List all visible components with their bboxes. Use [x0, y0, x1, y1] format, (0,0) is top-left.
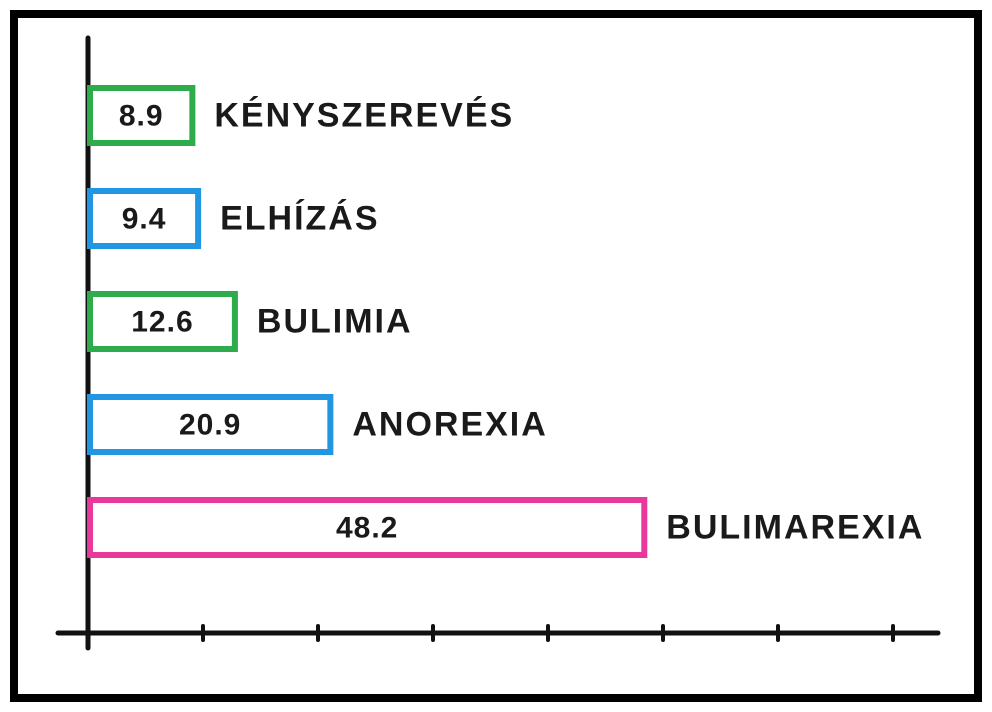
- bar-value: 8.9: [119, 99, 164, 132]
- bar-value: 20.9: [179, 408, 241, 441]
- bar-value: 48.2: [336, 511, 398, 544]
- bar-chart: 8.9 KÉNYSZEREVÉS 9.4 ELHÍZÁS 12.6 BULIMIA 20.9…: [18, 18, 974, 694]
- bar-label: KÉNYSZEREVÉS: [214, 96, 514, 134]
- bars-group: 8.9 KÉNYSZEREVÉS 9.4 ELHÍZÁS 12.6 BULIMIA 20.9…: [90, 88, 924, 555]
- chart-frame: 8.9 KÉNYSZEREVÉS 9.4 ELHÍZÁS 12.6 BULIMIA 20.9…: [10, 10, 982, 702]
- bar-label: ELHÍZÁS: [220, 199, 379, 237]
- bar-label: ANOREXIA: [352, 405, 547, 443]
- bar-value: 9.4: [122, 202, 167, 235]
- bar-value: 12.6: [131, 305, 193, 338]
- bar-label: BULIMIA: [257, 302, 413, 340]
- bar-label: BULIMAREXIA: [666, 508, 924, 546]
